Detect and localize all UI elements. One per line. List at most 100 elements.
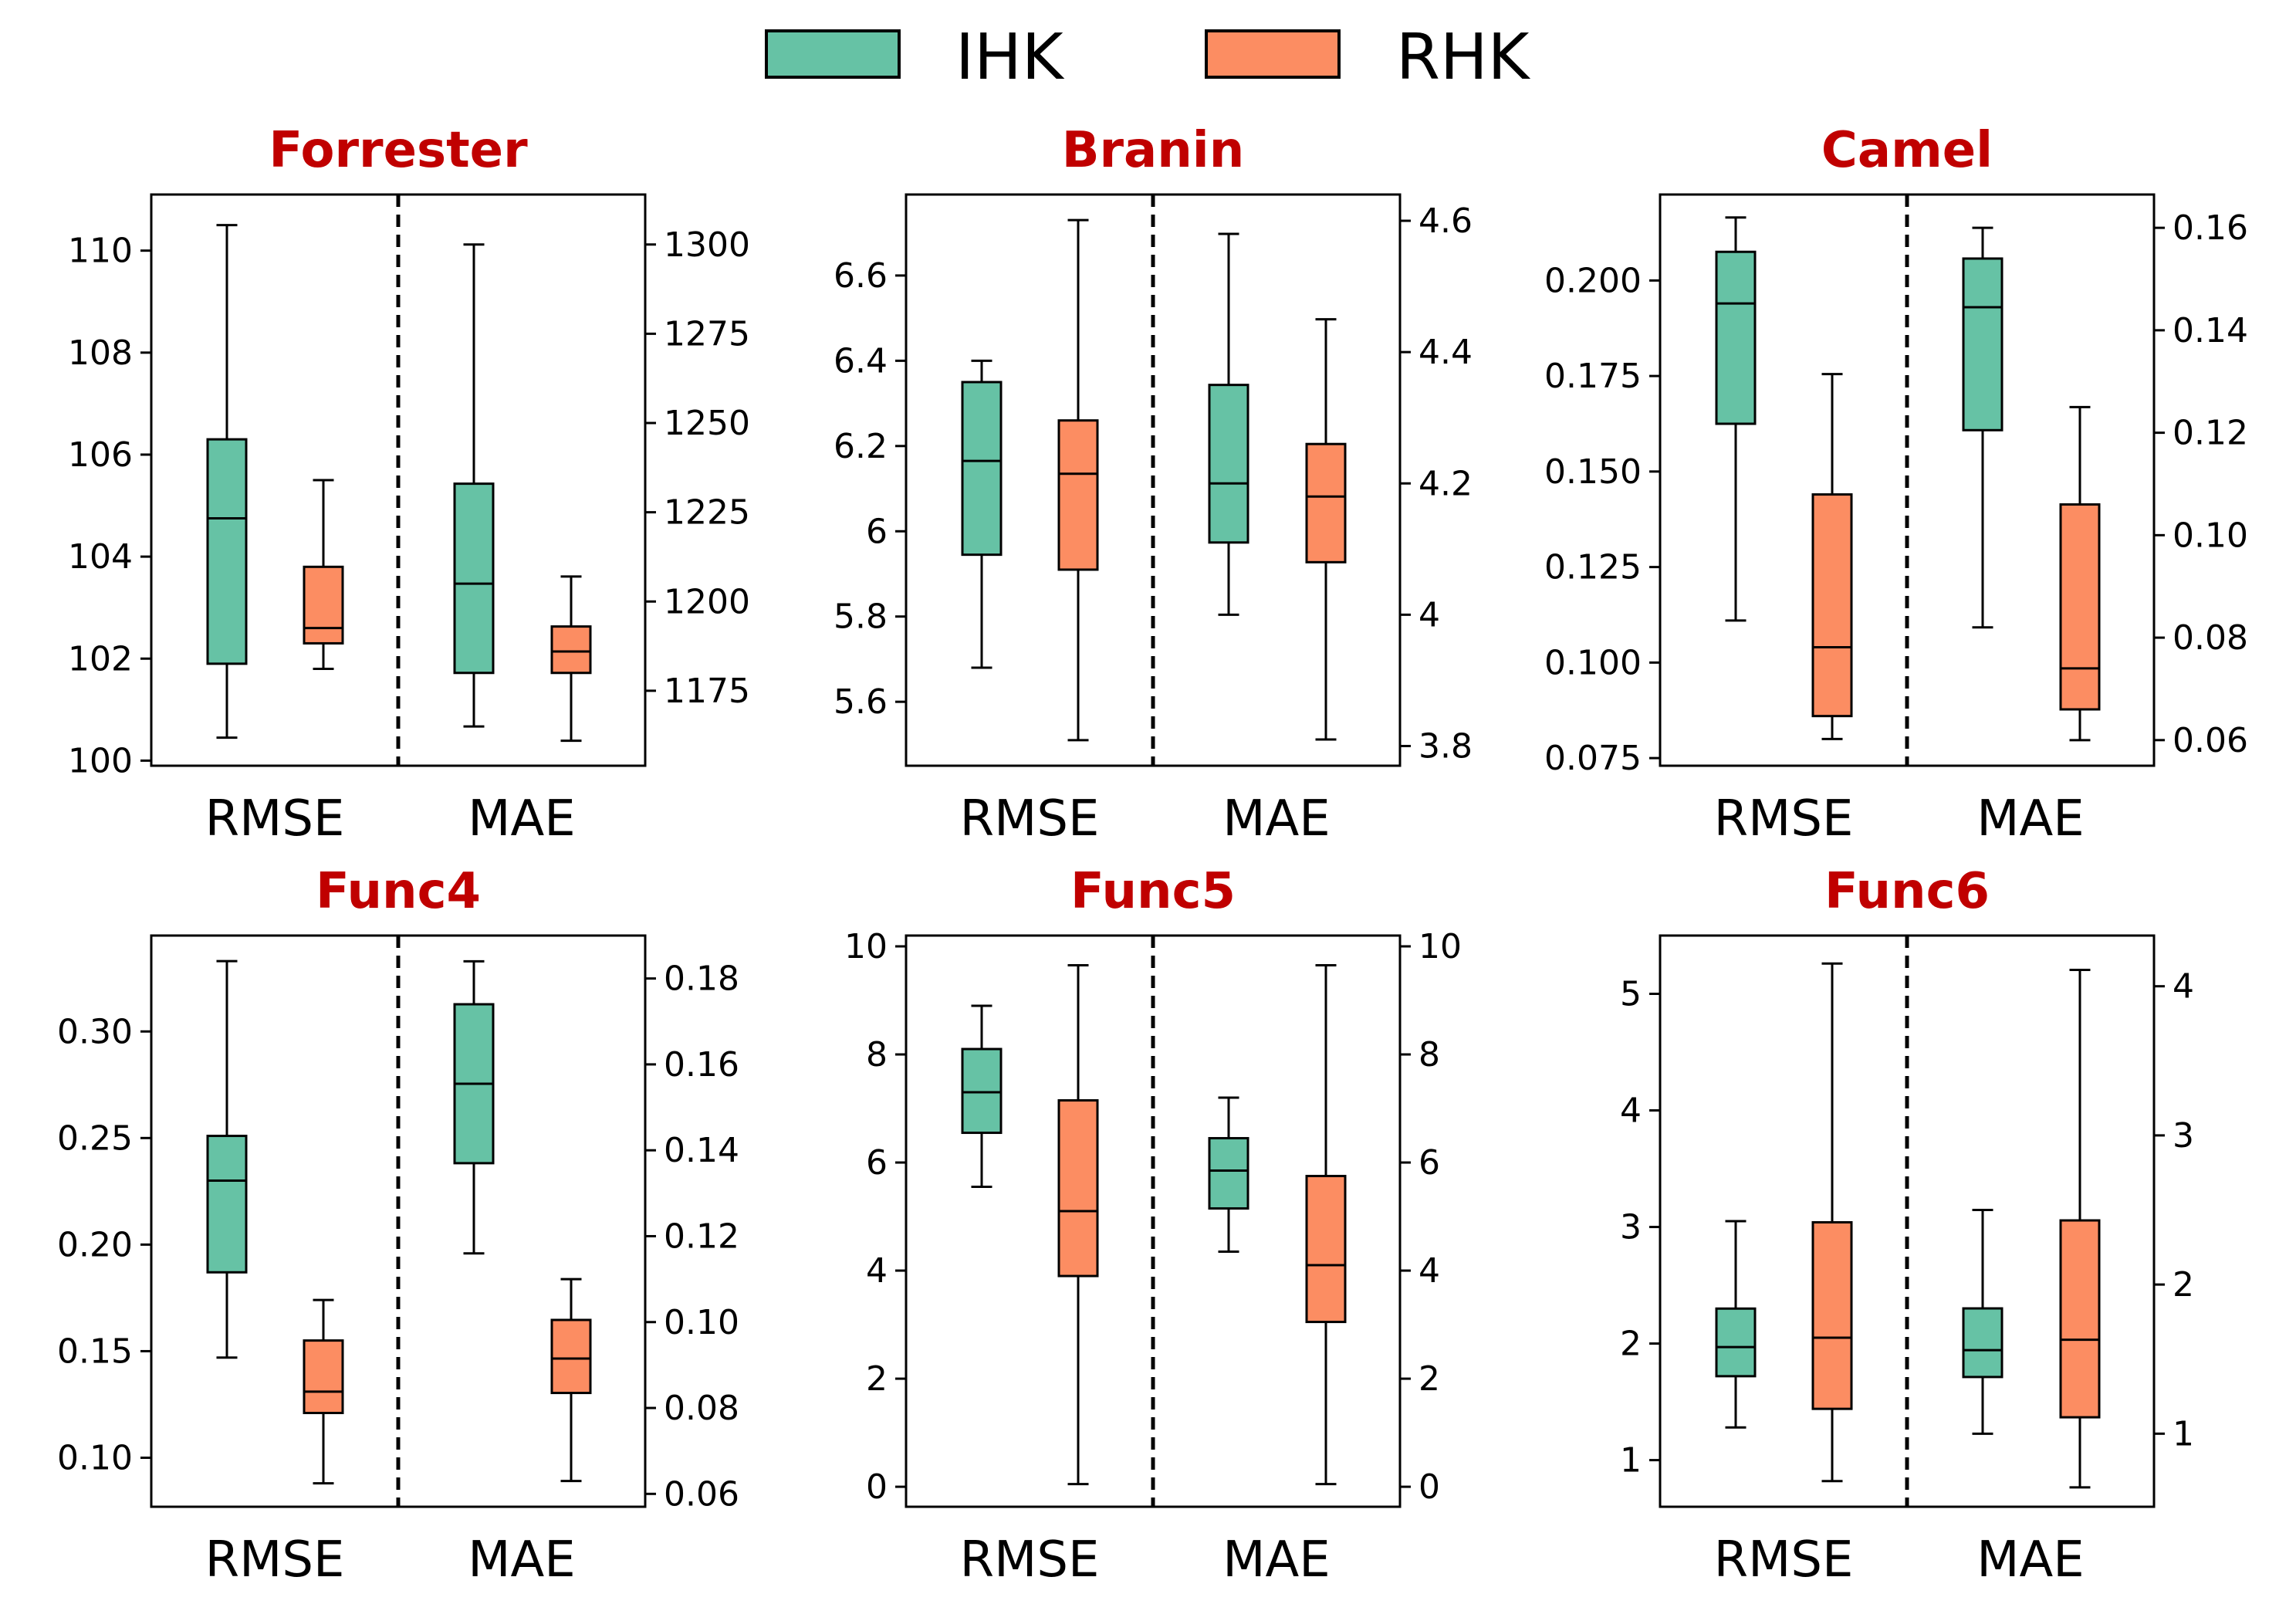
legend-swatch-rhk (1205, 29, 1341, 79)
category-label-mae: MAE (468, 1531, 575, 1589)
box-iqr (961, 1047, 1003, 1135)
right-tick-label: 0.14 (2173, 311, 2248, 350)
right-tick-label: 4 (2173, 967, 2194, 1007)
left-tick-label: 2 (1620, 1325, 1642, 1364)
category-label-rmse: RMSE (960, 1531, 1100, 1589)
right-tick-label: 0.16 (664, 1045, 739, 1085)
legend: IHK RHK (765, 21, 1531, 94)
box-rhk-mae (1305, 318, 1347, 741)
box-rhk-rmse (1811, 373, 1853, 740)
right-tick-label: 1175 (664, 672, 750, 711)
right-tick-label: 4 (1419, 1251, 1440, 1291)
right-tick-label: 0.06 (664, 1474, 739, 1514)
panel-title: Forrester (269, 122, 528, 179)
panel-camel: Camel 0.075 0.100 0.125 0.150 0.175 0.200 0.06 0… (1544, 122, 2248, 848)
left-tick-label: 0.150 (1544, 452, 1642, 492)
legend-label-ihk: IHK (955, 21, 1065, 94)
box-iqr (961, 381, 1003, 557)
box-iqr (1057, 419, 1099, 571)
right-tick-label: 4 (1419, 595, 1440, 635)
left-tick-label: 6.2 (834, 427, 888, 466)
box-iqr (1305, 442, 1347, 563)
left-tick-label: 0.25 (57, 1118, 133, 1158)
box-rhk-rmse (1057, 218, 1099, 742)
right-tick-label: 1200 (664, 582, 750, 621)
left-tick-label: 6.6 (834, 256, 888, 296)
box-ihk-rmse (206, 959, 248, 1359)
box-iqr (2059, 503, 2101, 711)
box-iqr (1715, 1307, 1757, 1378)
right-tick-label: 3.8 (1419, 726, 1473, 766)
category-label-rmse: RMSE (960, 790, 1100, 848)
box-iqr (1811, 1221, 1853, 1410)
right-tick-label: 0.18 (664, 959, 739, 999)
legend-label-rhk: RHK (1396, 21, 1531, 94)
left-tick-label: 5 (1620, 975, 1642, 1014)
left-tick-label: 106 (68, 435, 133, 475)
left-tick-label: 0.30 (57, 1012, 133, 1051)
box-iqr (550, 625, 592, 675)
left-tick-label: 6 (866, 1143, 888, 1183)
right-tick-label: 0.08 (2173, 618, 2248, 658)
right-tick-label: 1300 (664, 225, 750, 265)
panel-func5: Func5 0 2 4 6 8 10 0 2 4 6 8 10 RMSE MAE (844, 863, 1462, 1589)
box-iqr (1811, 493, 1853, 718)
left-tick-label: 102 (68, 639, 133, 679)
left-tick-label: 100 (68, 741, 133, 780)
box-iqr (1208, 1137, 1249, 1210)
panels: Forrester 100 102 104 106 108 110 1175 1200 1 2 2 5 1… (57, 122, 2248, 1589)
box-ihk-mae (453, 959, 495, 1255)
left-tick-label: 5.8 (834, 597, 888, 637)
right-tick-label: 4.6 (1419, 201, 1473, 241)
right-tick-label: 1250 (664, 404, 750, 443)
right-tick-label: 4.4 (1419, 333, 1473, 372)
box-iqr (1208, 384, 1249, 544)
left-tick-label: 4 (866, 1251, 888, 1291)
legend-swatch-ihk (765, 29, 901, 79)
box-iqr (550, 1318, 592, 1395)
left-tick-label: 5.6 (834, 682, 888, 722)
box-ihk-mae (1208, 1096, 1249, 1254)
right-tick-label: 0.08 (664, 1389, 739, 1428)
category-label-mae: MAE (1976, 790, 2084, 848)
category-label-rmse: RMSE (205, 1531, 345, 1589)
box-iqr (206, 1135, 248, 1274)
category-label-rmse: RMSE (1714, 1531, 1854, 1589)
right-tick-label: 0.06 (2173, 721, 2248, 760)
right-tick-label: 0.10 (664, 1303, 739, 1342)
panel-forrester: Forrester 100 102 104 106 108 110 1175 1200 1225 1… (68, 122, 750, 848)
category-label-rmse: RMSE (1714, 790, 1854, 848)
left-tick-label: 0.20 (57, 1225, 133, 1264)
box-rhk-mae (2059, 968, 2101, 1489)
panel-title: Camel (1821, 122, 1993, 179)
box-ihk-rmse (1715, 1220, 1757, 1429)
left-tick-label: 0.10 (57, 1438, 133, 1477)
box-ihk-mae (453, 243, 495, 728)
right-tick-label: 1275 (664, 314, 750, 354)
panel-func4: Func4 0.10 0.15 0.20 0.25 0.30 0.06 0.08 0.10 0.1… (57, 863, 739, 1589)
box-ihk-rmse (206, 224, 248, 739)
right-tick-label: 3 (2173, 1116, 2194, 1156)
left-tick-label: 0.075 (1544, 739, 1642, 778)
right-tick-label: 4.2 (1419, 464, 1473, 503)
left-tick-label: 6.4 (834, 341, 888, 381)
left-tick-label: 108 (68, 333, 133, 373)
box-iqr (1962, 1307, 2004, 1379)
right-tick-label: 0.10 (2173, 516, 2248, 555)
left-tick-label: 104 (68, 537, 133, 577)
category-label-mae: MAE (1976, 1531, 2084, 1589)
right-tick-label: 8 (1419, 1035, 1440, 1074)
right-tick-label: 1 (2173, 1414, 2194, 1453)
left-tick-label: 8 (866, 1035, 888, 1074)
left-tick-label: 0.125 (1544, 548, 1642, 587)
box-ihk-mae (1962, 1209, 2004, 1435)
left-tick-label: 110 (68, 232, 133, 271)
box-ihk-mae (1962, 226, 2004, 629)
left-tick-label: 0.175 (1544, 357, 1642, 396)
panel-title: Branin (1062, 122, 1245, 179)
right-tick-label: 2 (2173, 1265, 2194, 1305)
box-iqr (303, 565, 344, 645)
category-label-mae: MAE (468, 790, 575, 848)
box-rhk-rmse (1057, 964, 1099, 1486)
category-label-mae: MAE (1222, 790, 1330, 848)
